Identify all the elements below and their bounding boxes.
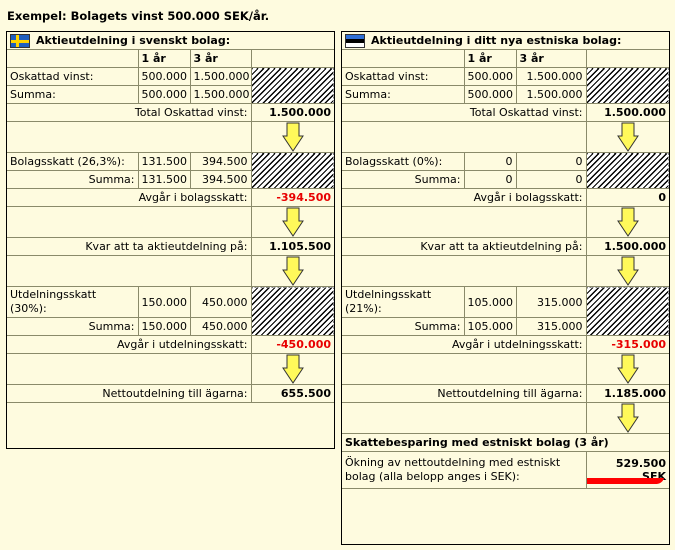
profit-1-year: 500.000: [137, 67, 191, 86]
corporate-sum-label: Summa:: [7, 170, 139, 189]
dividend-deduction-value: -450.000: [250, 335, 334, 354]
dividend-tax-1-year: 105.000: [463, 286, 517, 318]
down-arrow-icon: [616, 122, 639, 152]
corporate-sum-3-years: 394.500: [189, 170, 251, 189]
total-profit-label: Total Oskattad vinst:: [7, 103, 252, 122]
hatched-cell: [250, 286, 334, 336]
hatched-cell: [250, 152, 334, 189]
savings-value: 529.500: [615, 457, 666, 470]
remaining-value: 1.500.000: [585, 237, 669, 256]
total-profit-value: 1.500.000: [585, 103, 669, 122]
down-arrow-icon: [281, 354, 304, 384]
sum-1-year: 500.000: [137, 85, 191, 104]
down-arrow-icon: [616, 207, 639, 237]
column-header-1-year: 1 år: [137, 49, 191, 68]
hatched-cell: [585, 286, 669, 336]
corporate-tax-1-year: 131.500: [137, 152, 191, 171]
profit-3-years: 1.500.000: [189, 67, 252, 86]
remaining-label: Kvar att ta aktieutdelning på:: [342, 237, 587, 256]
dividend-sum-1-year: 105.000: [463, 317, 517, 336]
corporate-sum-3-years: 0: [515, 170, 586, 189]
net-dividend-value: 1.185.000: [585, 384, 669, 403]
total-profit-value: 1.500.000: [250, 103, 334, 122]
column-header-1-year: 1 år: [463, 49, 517, 68]
corporate-tax-1-year: 0: [463, 152, 517, 171]
down-arrow-icon: [281, 207, 304, 237]
profit-label: Oskattad vinst:: [7, 67, 139, 86]
corporate-tax-label: Bolagsskatt (0%):: [342, 152, 465, 171]
hatched-cell: [585, 67, 669, 104]
corporate-deduction-label: Avgår i bolagsskatt:: [7, 188, 252, 207]
sweden-flag-icon: [10, 33, 30, 48]
corporate-tax-3-years: 394.500: [189, 152, 252, 171]
column-header-3-years: 3 år: [515, 49, 587, 68]
estonian-dividend-table: Aktieutdelning i ditt nya estniska bolag…: [342, 32, 669, 489]
dividend-deduction-label: Avgår i utdelningsskatt:: [7, 335, 252, 354]
dividend-tax-3-years: 315.000: [515, 286, 587, 318]
corporate-sum-label: Summa:: [342, 170, 465, 189]
savings-cell: 529.500 SEK: [585, 451, 669, 489]
red-highlight-mark: [587, 478, 665, 484]
corporate-tax-3-years: 0: [515, 152, 587, 171]
hatched-cell: [250, 67, 334, 104]
total-profit-label: Total Oskattad vinst:: [342, 103, 587, 122]
estonian-company-panel: Aktieutdelning i ditt nya estniska bolag…: [341, 31, 670, 545]
hatched-cell: [585, 152, 669, 189]
net-dividend-label: Nettoutdelning till ägarna:: [7, 384, 252, 403]
corporate-sum-1-year: 0: [463, 170, 517, 189]
savings-heading: Skattebesparing med estniskt bolag (3 år…: [342, 433, 669, 452]
page-title: Exempel: Bolagets vinst 500.000 SEK/år.: [7, 9, 270, 23]
corporate-deduction-label: Avgår i bolagsskatt:: [342, 188, 587, 207]
down-arrow-icon: [281, 122, 304, 152]
down-arrow-icon: [281, 256, 304, 286]
savings-label: Ökning av nettoutdelning med estniskt bo…: [342, 451, 587, 489]
dividend-deduction-label: Avgår i utdelningsskatt:: [342, 335, 587, 354]
net-dividend-label: Nettoutdelning till ägarna:: [342, 384, 587, 403]
corporate-deduction-value: -394.500: [250, 188, 334, 207]
panel-heading: Aktieutdelning i ditt nya estniska bolag…: [371, 34, 622, 47]
corporate-deduction-value: 0: [585, 188, 669, 207]
panel-heading: Aktieutdelning i svenskt bolag:: [36, 34, 231, 47]
corporate-tax-label: Bolagsskatt (26,3%):: [7, 152, 139, 171]
dividend-tax-3-years: 450.000: [189, 286, 252, 318]
down-arrow-icon: [616, 354, 639, 384]
sum-1-year: 500.000: [463, 85, 517, 104]
remaining-label: Kvar att ta aktieutdelning på:: [7, 237, 252, 256]
column-header-3-years: 3 år: [189, 49, 252, 68]
dividend-tax-label: Utdelningsskatt (30%):: [7, 286, 139, 318]
net-dividend-value: 655.500: [250, 384, 334, 403]
remaining-value: 1.105.500: [250, 237, 334, 256]
profit-1-year: 500.000: [463, 67, 517, 86]
dividend-deduction-value: -315.000: [585, 335, 669, 354]
estonia-flag-icon: [345, 33, 365, 48]
dividend-tax-1-year: 150.000: [137, 286, 191, 318]
corporate-sum-1-year: 131.500: [137, 170, 191, 189]
sum-label: Summa:: [7, 85, 139, 104]
swedish-company-panel: Aktieutdelning i svenskt bolag: 1 år 3 å…: [6, 31, 335, 449]
dividend-sum-1-year: 150.000: [137, 317, 191, 336]
profit-3-years: 1.500.000: [515, 67, 587, 86]
down-arrow-icon: [616, 256, 639, 286]
swedish-dividend-table: Aktieutdelning i svenskt bolag: 1 år 3 å…: [7, 32, 334, 403]
dividend-sum-3-years: 315.000: [515, 317, 586, 336]
dividend-sum-label: Summa:: [7, 317, 139, 336]
dividend-sum-label: Summa:: [342, 317, 465, 336]
sum-label: Summa:: [342, 85, 465, 104]
profit-label: Oskattad vinst:: [342, 67, 465, 86]
dividend-tax-label: Utdelningsskatt (21%):: [342, 286, 465, 318]
down-arrow-icon: [616, 403, 639, 433]
dividend-sum-3-years: 450.000: [189, 317, 251, 336]
sum-3-years: 1.500.000: [515, 85, 586, 104]
sum-3-years: 1.500.000: [189, 85, 251, 104]
